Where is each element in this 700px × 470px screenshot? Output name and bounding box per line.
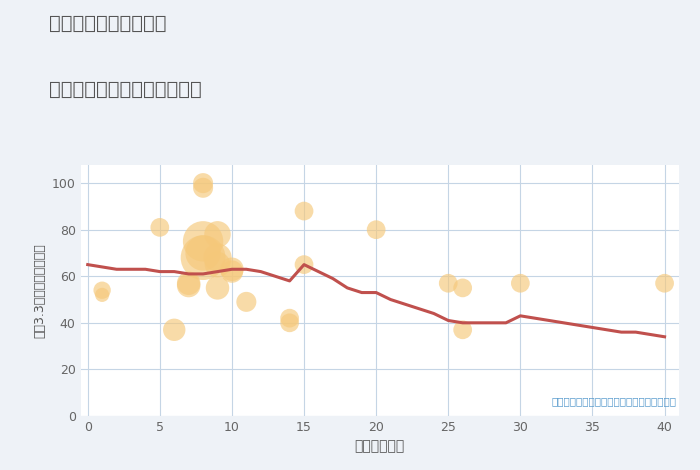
Text: 築年数別中古マンション価格: 築年数別中古マンション価格 bbox=[49, 80, 202, 99]
Point bbox=[97, 291, 108, 298]
Point bbox=[197, 249, 209, 257]
Point bbox=[457, 284, 468, 292]
Point bbox=[241, 298, 252, 306]
Point bbox=[183, 282, 195, 290]
Point bbox=[212, 284, 223, 292]
Point bbox=[442, 280, 454, 287]
Point bbox=[197, 180, 209, 187]
Point bbox=[284, 314, 295, 322]
Point bbox=[298, 261, 309, 268]
Point bbox=[659, 280, 670, 287]
Point bbox=[197, 254, 209, 261]
Point bbox=[169, 326, 180, 334]
Point bbox=[183, 280, 195, 287]
Point bbox=[212, 261, 223, 268]
Point bbox=[97, 287, 108, 294]
Text: 三重県松阪市小阿坂町: 三重県松阪市小阿坂町 bbox=[49, 14, 167, 33]
Text: 円の大きさは、取引のあった物件面積を示す: 円の大きさは、取引のあった物件面積を示す bbox=[551, 396, 676, 406]
Point bbox=[197, 237, 209, 245]
Point bbox=[197, 184, 209, 192]
Point bbox=[514, 280, 526, 287]
Point bbox=[284, 319, 295, 327]
Point bbox=[457, 326, 468, 334]
Point bbox=[212, 254, 223, 261]
Point bbox=[154, 224, 165, 231]
Point bbox=[370, 226, 382, 234]
Y-axis label: 平（3.3㎡）単価（万円）: 平（3.3㎡）単価（万円） bbox=[33, 243, 46, 337]
Point bbox=[226, 266, 237, 273]
Point bbox=[298, 207, 309, 215]
Point bbox=[212, 231, 223, 238]
X-axis label: 築年数（年）: 築年数（年） bbox=[355, 439, 405, 454]
Point bbox=[226, 268, 237, 275]
